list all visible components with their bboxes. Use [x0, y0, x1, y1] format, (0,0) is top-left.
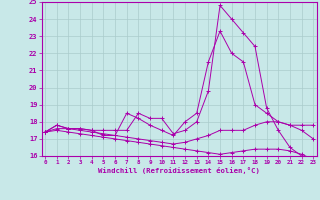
X-axis label: Windchill (Refroidissement éolien,°C): Windchill (Refroidissement éolien,°C) — [98, 167, 260, 174]
